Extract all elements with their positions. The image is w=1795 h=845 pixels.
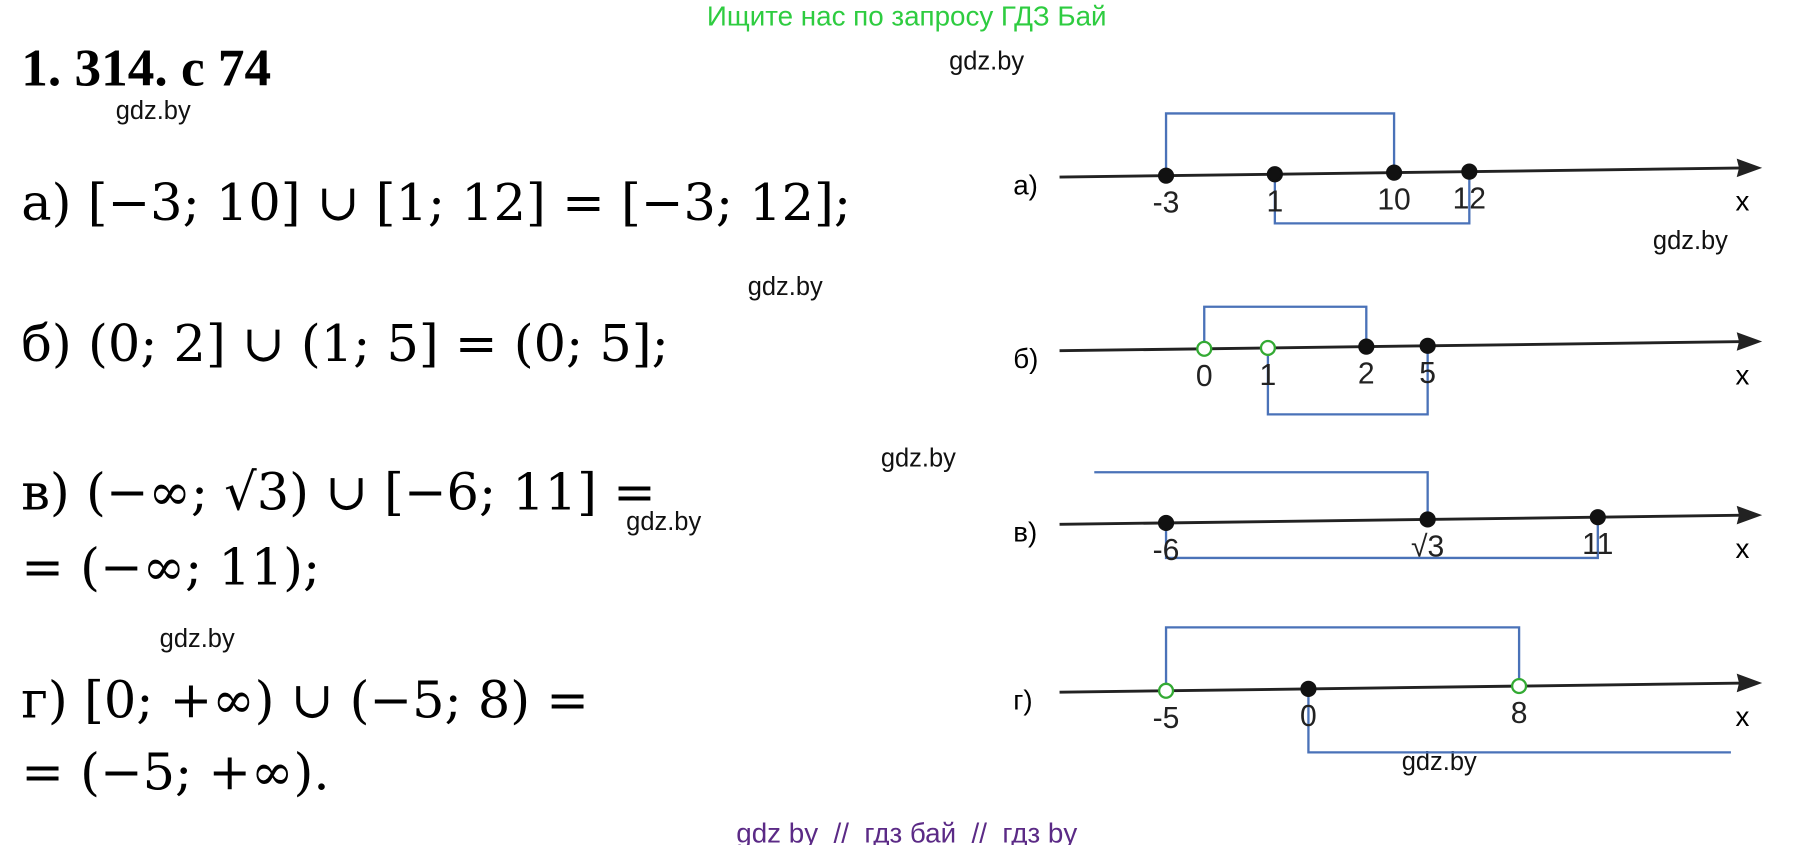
closed-point <box>1419 511 1436 528</box>
axis-label: x <box>1736 701 1750 732</box>
closed-point <box>1157 514 1175 532</box>
point-label: -6 <box>1153 534 1180 567</box>
interval-bracket <box>1273 171 1471 225</box>
open-point <box>1259 339 1277 357</box>
interval-bracket <box>1266 345 1429 416</box>
math-line: = (−5; +∞). <box>21 743 329 802</box>
point-label: 10 <box>1377 184 1410 217</box>
line-label: а) <box>1013 169 1038 200</box>
open-point <box>1196 340 1213 357</box>
interval-bracket <box>1164 112 1396 176</box>
line-label: б) <box>1013 343 1038 374</box>
interval-bracket <box>1307 688 1731 754</box>
title: 1. 314. с 74 <box>21 39 271 98</box>
interval-bracket <box>1164 626 1521 691</box>
closed-point <box>1300 680 1317 697</box>
point-label: 5 <box>1419 357 1436 390</box>
banner: Ищите нас по запросу ГДЗ Бай <box>707 0 1107 31</box>
axis-label: x <box>1736 359 1750 390</box>
watermark: gdz.by <box>1653 227 1728 255</box>
axis-line <box>1059 681 1755 694</box>
closed-point <box>1461 163 1478 180</box>
watermark: gdz.by <box>881 444 956 472</box>
watermark: gdz.by <box>626 508 701 536</box>
line-label: г) <box>1013 685 1032 716</box>
math-line: а) [−3; 10] ∪ [1; 12] = [−3; 12]; <box>21 174 851 233</box>
watermark: gdz.by <box>949 47 1024 75</box>
point-label: 1 <box>1266 185 1283 218</box>
axis-line <box>1059 166 1755 179</box>
point-label: √3 <box>1411 530 1444 563</box>
line-label: в) <box>1013 517 1037 548</box>
footer: gdz by // гдз бай // гдз by <box>736 818 1077 845</box>
axis-arrow <box>1736 505 1763 525</box>
open-point <box>1510 677 1528 695</box>
open-point <box>1157 682 1175 699</box>
point-label: 1 <box>1260 359 1277 392</box>
closed-point <box>1157 167 1175 184</box>
interval-bracket <box>1164 517 1599 560</box>
axis-line <box>1059 513 1755 526</box>
axis-label: x <box>1736 186 1750 217</box>
closed-point <box>1266 166 1283 183</box>
math-line: б) (0; 2] ∪ (1; 5] = (0; 5]; <box>21 315 669 374</box>
point-label: 0 <box>1196 360 1213 393</box>
axis-arrow <box>1736 673 1763 693</box>
watermark: gdz.by <box>160 625 235 653</box>
point-label: 12 <box>1453 183 1486 216</box>
math-line: в) (−∞; √3) ∪ [−6; 11] = <box>21 463 656 522</box>
point-label: 8 <box>1511 697 1528 730</box>
point-label: -5 <box>1153 702 1180 735</box>
math-line: = (−∞; 11); <box>21 539 320 598</box>
closed-point <box>1385 164 1403 181</box>
point-label: 11 <box>1582 528 1613 561</box>
interval-bracket <box>1094 471 1429 520</box>
point-label: 2 <box>1358 358 1375 391</box>
point-label: -3 <box>1153 187 1180 220</box>
closed-point <box>1358 338 1375 355</box>
axis-arrow <box>1736 332 1763 351</box>
axis-line <box>1059 340 1755 353</box>
axis-label: x <box>1736 533 1750 564</box>
interval-bracket <box>1203 305 1368 349</box>
closed-point <box>1419 337 1436 354</box>
point-label: 0 <box>1300 700 1317 733</box>
watermark: gdz.by <box>748 273 823 301</box>
axis-arrow <box>1736 158 1763 178</box>
closed-point <box>1589 509 1606 526</box>
math-line: г) [0; +∞) ∪ (−5; 8) = <box>21 672 589 731</box>
watermark: gdz.by <box>116 97 191 125</box>
